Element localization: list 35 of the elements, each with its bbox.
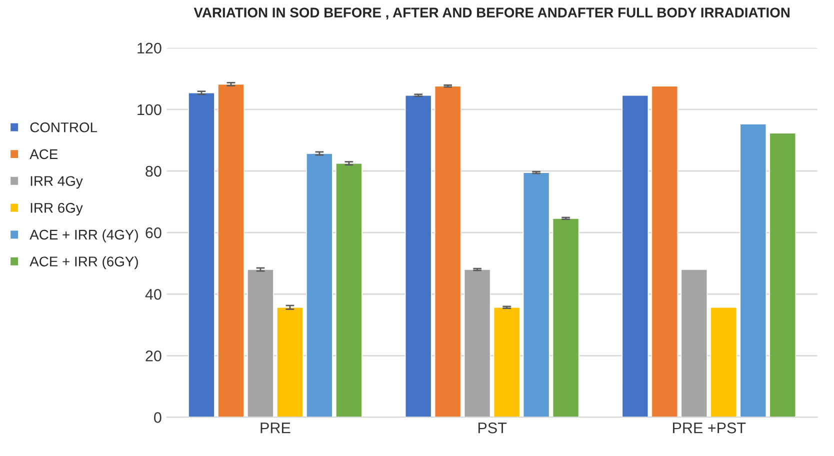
y-tick-label: 100 (138, 104, 162, 116)
bar (622, 94, 649, 418)
bar (464, 269, 491, 418)
bar (434, 86, 462, 418)
legend-label: ACE + IRR (4GY) (30, 229, 138, 242)
y-tick-label: 40 (145, 288, 162, 300)
y-tick-label: 120 (138, 42, 162, 54)
bar (306, 153, 333, 418)
bar (493, 306, 520, 418)
bar (247, 269, 274, 418)
y-tick-label: 0 (154, 412, 162, 423)
chart-title: VARIATION IN SOD BEFORE , AFTER AND BEFORE ANDAFTER FULL BODY IRRADIATION (194, 8, 790, 20)
legend-label: IRR 6Gy (30, 202, 83, 216)
bar (522, 172, 550, 418)
bar (276, 306, 304, 418)
bar (680, 269, 708, 418)
y-tick-label: 80 (146, 166, 162, 177)
bar (552, 218, 580, 418)
x-tick-label: PRE +PST (673, 422, 746, 434)
bar (740, 123, 767, 418)
legend-label: ACE + IRR (6GY) (30, 256, 138, 270)
bar (404, 94, 432, 418)
bar (218, 84, 244, 418)
bar (769, 132, 796, 418)
x-tick-label: PST (478, 422, 507, 434)
legend-label: CONTROL (30, 122, 98, 132)
legend-label: IRR 4Gy (30, 176, 83, 189)
y-tick-label: 60 (146, 227, 162, 238)
y-tick-label: 20 (146, 350, 162, 362)
bar (651, 86, 678, 418)
legend-label: ACE (30, 149, 58, 160)
bar (710, 306, 738, 418)
bar (188, 92, 215, 418)
x-tick-label: PRE (260, 422, 290, 434)
bar (336, 162, 362, 418)
